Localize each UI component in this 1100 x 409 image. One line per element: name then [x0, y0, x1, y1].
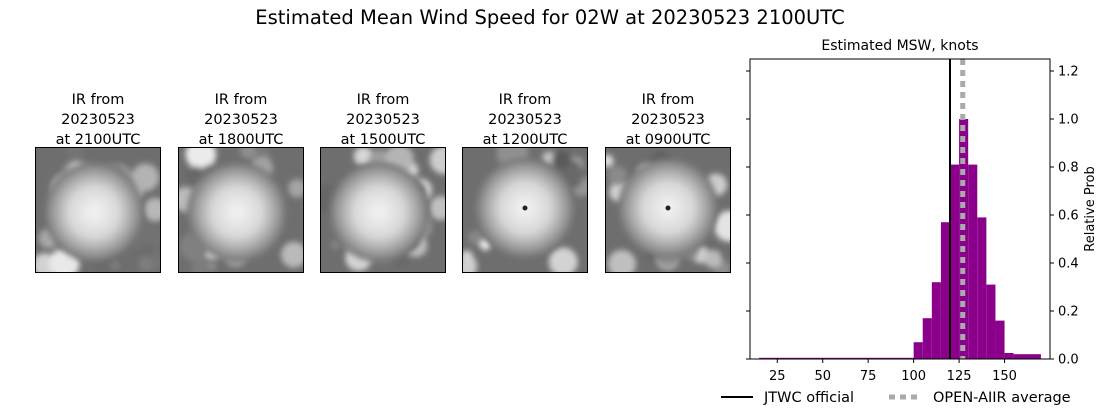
x-tick-label: 125 — [947, 369, 972, 384]
ir-caption-line2: 20230523 — [488, 112, 562, 128]
ir-caption-line1: IR from — [214, 92, 268, 108]
plot-frame — [749, 58, 1051, 360]
ir-satellite-image — [35, 147, 161, 273]
histogram-bar — [940, 222, 950, 359]
histogram-bar — [986, 284, 996, 359]
ir-satellite-image — [178, 147, 304, 273]
y-tick-label: 1.0 — [1058, 113, 1079, 128]
x-tick-label: 100 — [901, 369, 926, 384]
ir-caption-line2: 20230523 — [631, 112, 705, 128]
y-tick-label: 1.2 — [1058, 65, 1079, 80]
x-tick-label: 75 — [860, 369, 877, 384]
histogram-bar — [913, 342, 923, 359]
x-tick-label: 25 — [769, 369, 786, 384]
histogram-bar — [931, 282, 941, 359]
ir-caption-line2: 20230523 — [346, 112, 420, 128]
ir-caption-line1: IR from — [71, 92, 125, 108]
legend-openaiir-label: OPEN-AIIR average — [933, 390, 1071, 406]
histogram-bar — [995, 320, 1005, 359]
ir-caption-line3: at 1500UTC — [340, 132, 426, 148]
y-tick-label: 0.2 — [1058, 305, 1079, 320]
y-tick-label: 0.0 — [1058, 353, 1079, 368]
y-tick-label: 0.8 — [1058, 161, 1079, 176]
chart-title: Estimated MSW, knots — [821, 38, 978, 54]
ir-panel-caption: IR from 20230523 at 1500UTC — [300, 90, 466, 150]
ir-caption-line3: at 0900UTC — [625, 132, 711, 148]
x-tick-label: 150 — [992, 369, 1017, 384]
ir-satellite-image — [320, 147, 446, 273]
ir-caption-line3: at 1800UTC — [198, 132, 284, 148]
histogram-bar — [1013, 354, 1041, 359]
ir-caption-line2: 20230523 — [204, 112, 278, 128]
ir-caption-line3: at 2100UTC — [55, 132, 141, 148]
legend-jtwc-label: JTWC official — [763, 390, 854, 406]
ir-caption-line1: IR from — [356, 92, 410, 108]
x-tick-label: 50 — [814, 369, 831, 384]
histogram-bar — [1004, 353, 1014, 359]
ir-satellite-image — [462, 147, 588, 273]
histogram-bar — [950, 164, 960, 359]
ir-caption-line1: IR from — [641, 92, 695, 108]
ir-caption-line1: IR from — [498, 92, 552, 108]
storm-eye — [522, 205, 528, 211]
ir-caption-line2: 20230523 — [61, 112, 135, 128]
y-tick-label: 0.6 — [1058, 209, 1079, 224]
y-axis-label: Relative Prob — [1083, 166, 1098, 251]
ir-caption-line3: at 1200UTC — [482, 132, 568, 148]
ir-panel-caption: IR from 20230523 at 2100UTC — [15, 90, 181, 150]
y-tick-label: 0.4 — [1058, 257, 1079, 272]
histogram-bar — [759, 357, 914, 359]
histogram-bar — [968, 164, 978, 359]
storm-eye — [665, 205, 671, 211]
figure-title: Estimated Mean Wind Speed for 02W at 202… — [255, 6, 845, 29]
ir-panel-caption: IR from 20230523 at 1200UTC — [442, 90, 608, 150]
ir-panel-caption: IR from 20230523 at 1800UTC — [158, 90, 324, 150]
histogram-bar — [922, 318, 932, 359]
ir-panel-caption: IR from 20230523 at 0900UTC — [585, 90, 751, 150]
ir-satellite-image — [605, 147, 731, 273]
histogram-bar — [977, 217, 987, 359]
